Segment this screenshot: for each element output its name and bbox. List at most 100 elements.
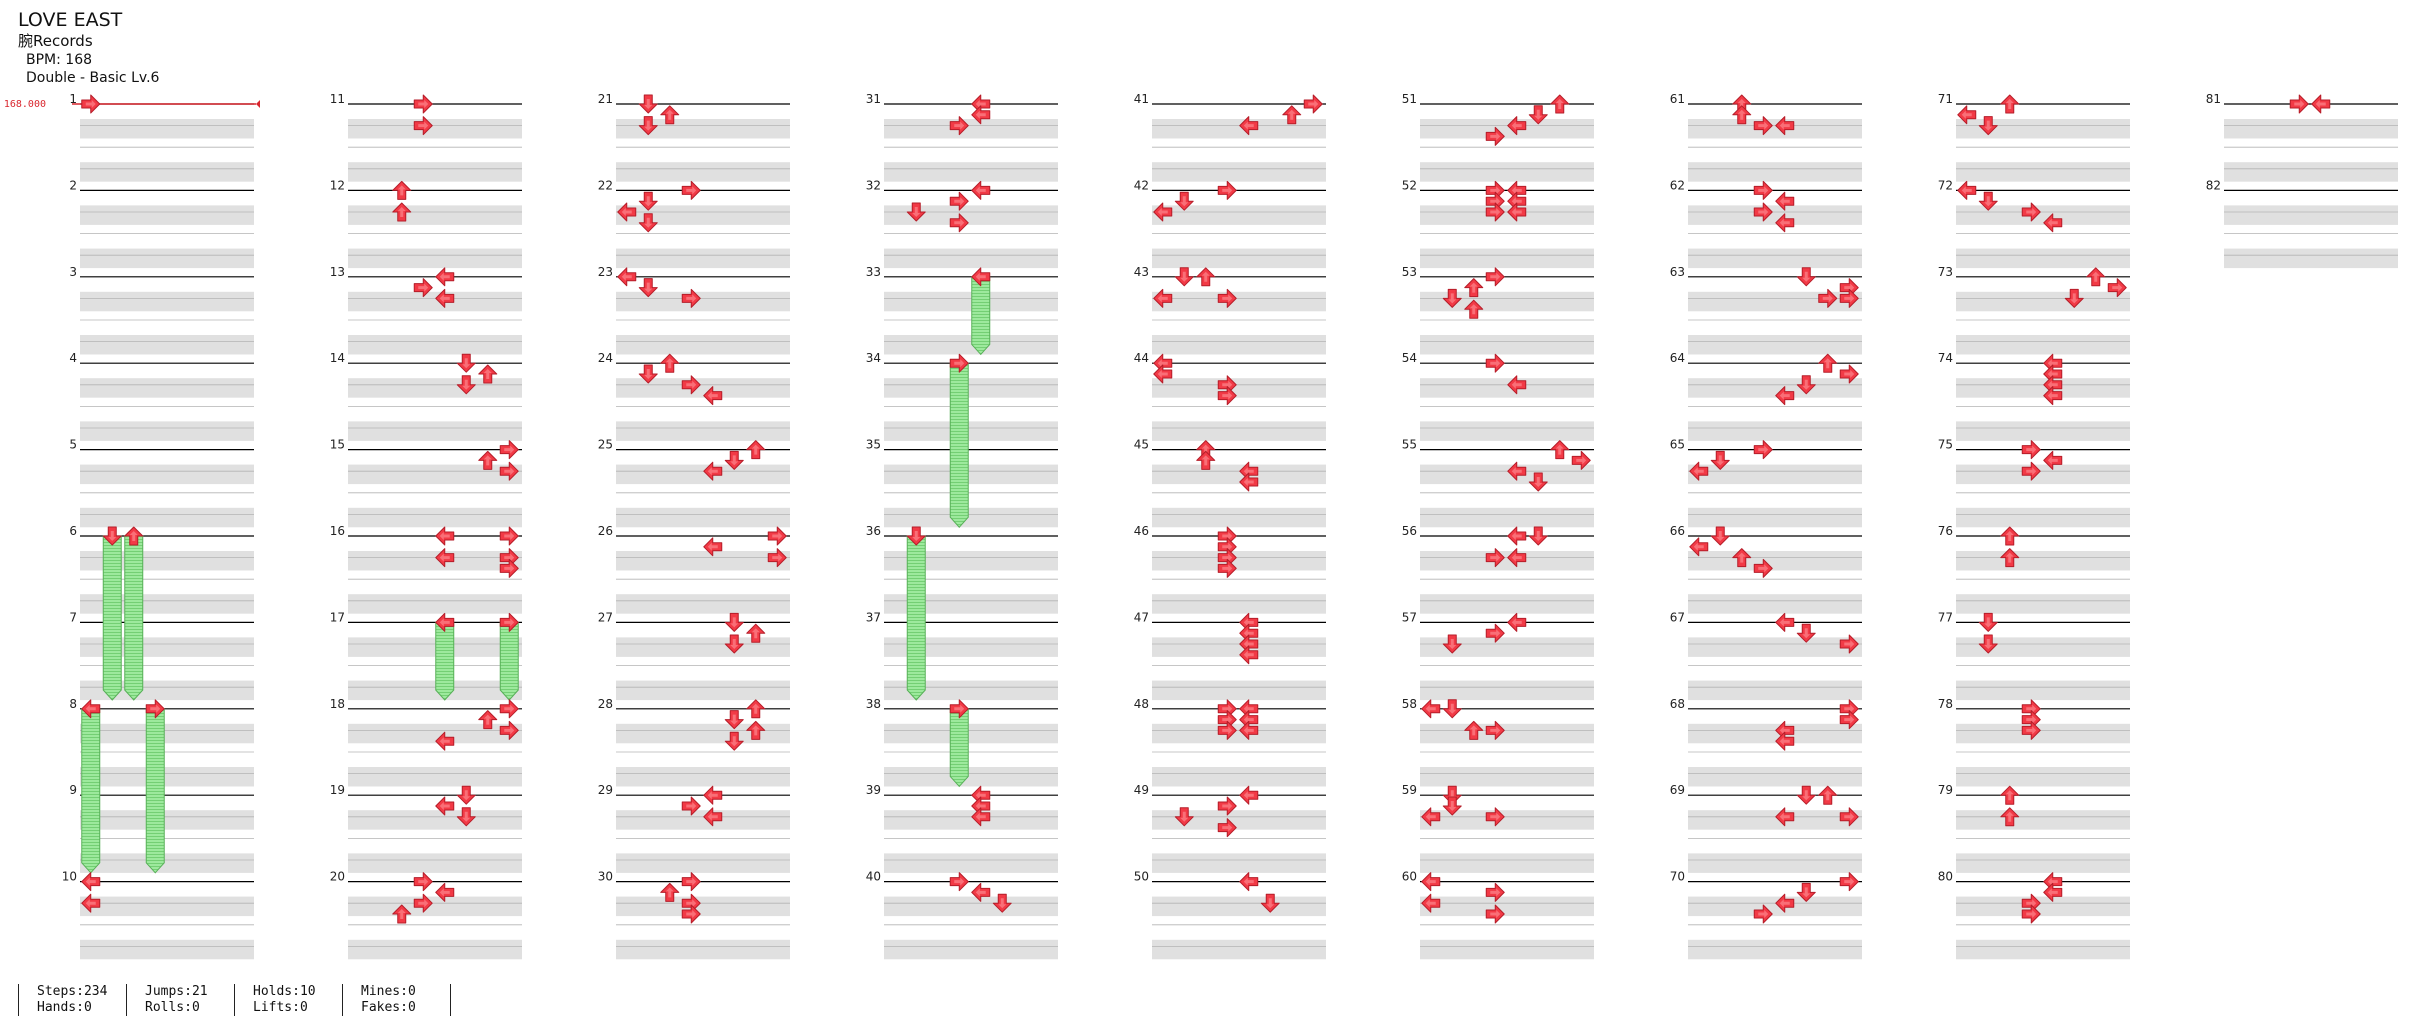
down-arrow-icon: [1528, 472, 1548, 492]
left-arrow-icon: [1507, 548, 1527, 568]
right-arrow-icon: [681, 796, 701, 816]
measure-number: 56: [1402, 524, 1417, 538]
beat-band: [1688, 291, 1862, 312]
beat-band: [1688, 853, 1862, 873]
left-arrow-icon: [617, 267, 637, 287]
right-arrow-icon: [681, 872, 701, 892]
beat-band: [348, 939, 522, 960]
right-arrow-icon: [1217, 180, 1237, 200]
beat-band: [80, 119, 254, 139]
down-arrow-icon: [1796, 267, 1816, 287]
left-arrow-icon: [1507, 202, 1527, 222]
up-arrow-icon: [392, 202, 412, 222]
down-arrow-icon: [724, 634, 744, 654]
beat-band: [884, 205, 1058, 225]
stat-lifts: Lifts:0: [253, 1000, 308, 1015]
right-arrow-icon: [1217, 720, 1237, 740]
beat-band: [1956, 291, 2130, 312]
song-artist: 腕Records: [18, 32, 93, 50]
beat-band: [884, 507, 1058, 528]
beat-band: [348, 205, 522, 225]
beat-band: [80, 723, 254, 744]
up-arrow-icon: [2000, 526, 2020, 546]
left-arrow-icon: [435, 267, 455, 287]
left-arrow-icon: [1239, 472, 1259, 492]
beat-band: [1688, 680, 1862, 701]
measure-number: 19: [330, 783, 345, 797]
right-arrow-icon: [1753, 116, 1773, 136]
right-arrow-icon: [1485, 126, 1505, 146]
beat-band: [1688, 119, 1862, 139]
beat-band: [80, 767, 254, 787]
beat-band: [616, 335, 790, 355]
beat-band: [1152, 896, 1326, 917]
left-arrow-icon: [703, 386, 723, 406]
up-arrow-icon: [1196, 450, 1216, 470]
measure-number: 2: [69, 178, 77, 192]
up-arrow-icon: [478, 450, 498, 470]
measure-number: 79: [1938, 783, 1953, 797]
beat-band: [80, 378, 254, 398]
stats-end-divider: [450, 984, 451, 1016]
beat-band: [1152, 637, 1326, 657]
beat-band: [1688, 767, 1862, 787]
measure-number: 23: [598, 265, 613, 279]
down-arrow-icon: [1978, 612, 1998, 632]
beat-band: [1420, 551, 1594, 571]
beat-band: [1956, 853, 2130, 873]
right-arrow-icon: [2107, 278, 2127, 298]
beat-band: [616, 896, 790, 917]
beat-band: [80, 594, 254, 614]
right-arrow-icon: [681, 375, 701, 395]
beat-band: [1420, 767, 1594, 787]
left-arrow-icon: [2043, 386, 2063, 406]
beat-band: [1956, 896, 2130, 917]
right-arrow-icon: [413, 116, 433, 136]
right-arrow-icon: [1839, 872, 1859, 892]
hold-body: [145, 708, 165, 874]
beat-band: [348, 162, 522, 182]
hold-body: [949, 708, 969, 788]
beat-band: [616, 939, 790, 960]
measure-number: 16: [330, 524, 345, 538]
right-arrow-icon: [681, 904, 701, 924]
up-arrow-icon: [2000, 785, 2020, 805]
up-arrow-icon: [1818, 353, 1838, 373]
right-arrow-icon: [1818, 288, 1838, 308]
beat-band: [1420, 421, 1594, 441]
left-arrow-icon: [1775, 116, 1795, 136]
left-arrow-icon: [1775, 612, 1795, 632]
down-arrow-icon: [1442, 796, 1462, 816]
down-arrow-icon: [2064, 288, 2084, 308]
right-arrow-icon: [413, 278, 433, 298]
beat-band: [1956, 810, 2130, 830]
measure-number: 50: [1134, 870, 1149, 884]
left-arrow-icon: [703, 537, 723, 557]
right-arrow-icon: [2021, 904, 2041, 924]
beat-band: [1152, 248, 1326, 269]
measure-number: 34: [866, 351, 881, 365]
right-arrow-icon: [1217, 796, 1237, 816]
beat-band: [80, 421, 254, 441]
measure-number: 41: [1134, 92, 1149, 106]
beat-band: [1152, 507, 1326, 528]
measure-number: 72: [1938, 178, 1953, 192]
left-arrow-icon: [1507, 526, 1527, 546]
beat-band: [1420, 594, 1594, 614]
measure-number: 38: [866, 697, 881, 711]
right-arrow-icon: [1217, 558, 1237, 578]
measure-number: 55: [1402, 438, 1417, 452]
right-arrow-icon: [949, 191, 969, 211]
up-arrow-icon: [1282, 105, 1302, 125]
down-arrow-icon: [906, 202, 926, 222]
beat-band: [1420, 119, 1594, 139]
beat-band: [80, 162, 254, 182]
measure-number: 59: [1402, 783, 1417, 797]
left-arrow-icon: [1775, 191, 1795, 211]
stat-jumps-rolls: Jumps:21 Rolls:0: [126, 984, 208, 1016]
beat-band: [616, 378, 790, 398]
up-arrow-icon: [392, 180, 412, 200]
left-arrow-icon: [2043, 882, 2063, 902]
beat-band: [884, 767, 1058, 787]
beat-band: [616, 291, 790, 312]
